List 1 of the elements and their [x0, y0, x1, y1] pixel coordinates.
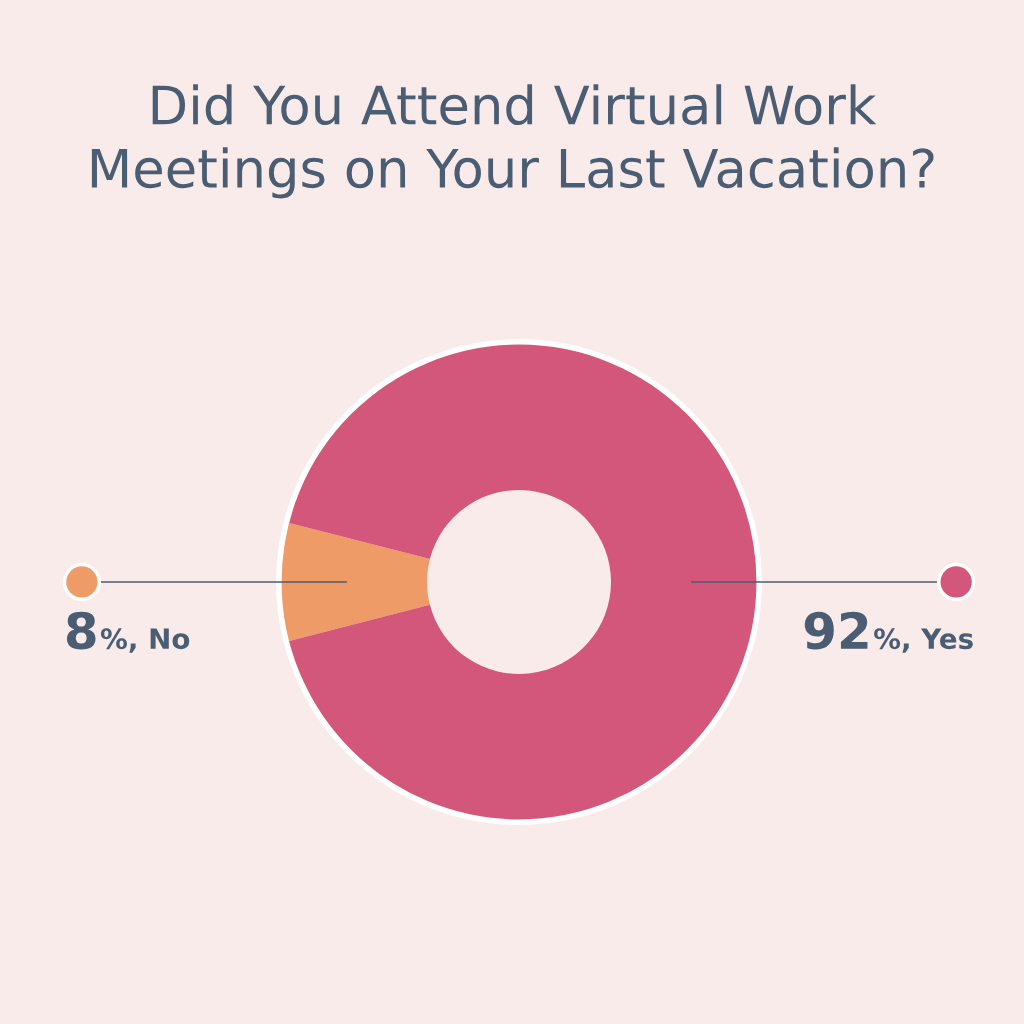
- chart-title: Did You Attend Virtual Work Meetings on Your Last Vacation?: [91, 84, 934, 199]
